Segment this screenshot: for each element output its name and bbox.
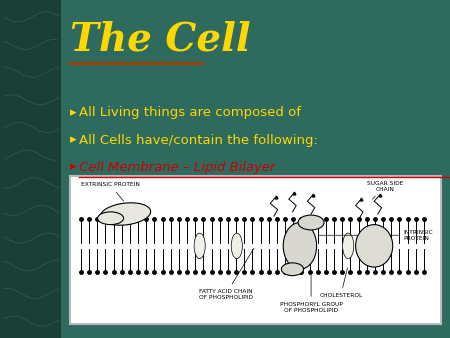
Ellipse shape — [356, 225, 393, 267]
Ellipse shape — [98, 212, 124, 225]
Text: All Cells have/contain the following:: All Cells have/contain the following: — [79, 134, 318, 146]
Text: The Cell: The Cell — [70, 20, 250, 58]
Ellipse shape — [194, 233, 205, 259]
Text: EXTRINSIC PROTEIN: EXTRINSIC PROTEIN — [81, 183, 140, 201]
Text: CHOLESTEROL: CHOLESTEROL — [319, 268, 362, 298]
Text: FATTY ACID CHAIN
OF PHOSPHOLIPID: FATTY ACID CHAIN OF PHOSPHOLIPID — [199, 248, 254, 300]
Text: ▸: ▸ — [70, 134, 76, 146]
Bar — [70, 176, 441, 324]
Ellipse shape — [100, 203, 151, 225]
Ellipse shape — [231, 233, 243, 259]
Text: SUGAR SIDE
CHAIN: SUGAR SIDE CHAIN — [367, 181, 404, 199]
Ellipse shape — [283, 222, 317, 269]
Ellipse shape — [342, 233, 354, 259]
Text: All Living things are composed of: All Living things are composed of — [79, 106, 305, 119]
Text: INTRINSIC
PROTEIN: INTRINSIC PROTEIN — [404, 230, 434, 241]
Ellipse shape — [298, 215, 324, 230]
Text: PHOSPHORYL GROUP
OF PHOSPHOLIPID: PHOSPHORYL GROUP OF PHOSPHOLIPID — [279, 275, 342, 313]
Text: Cell Membrane – Lipid Bilayer: Cell Membrane – Lipid Bilayer — [79, 161, 275, 173]
Text: ▸: ▸ — [70, 161, 76, 173]
Ellipse shape — [281, 263, 304, 275]
Bar — [0, 0, 61, 338]
Text: ▸: ▸ — [70, 106, 76, 119]
